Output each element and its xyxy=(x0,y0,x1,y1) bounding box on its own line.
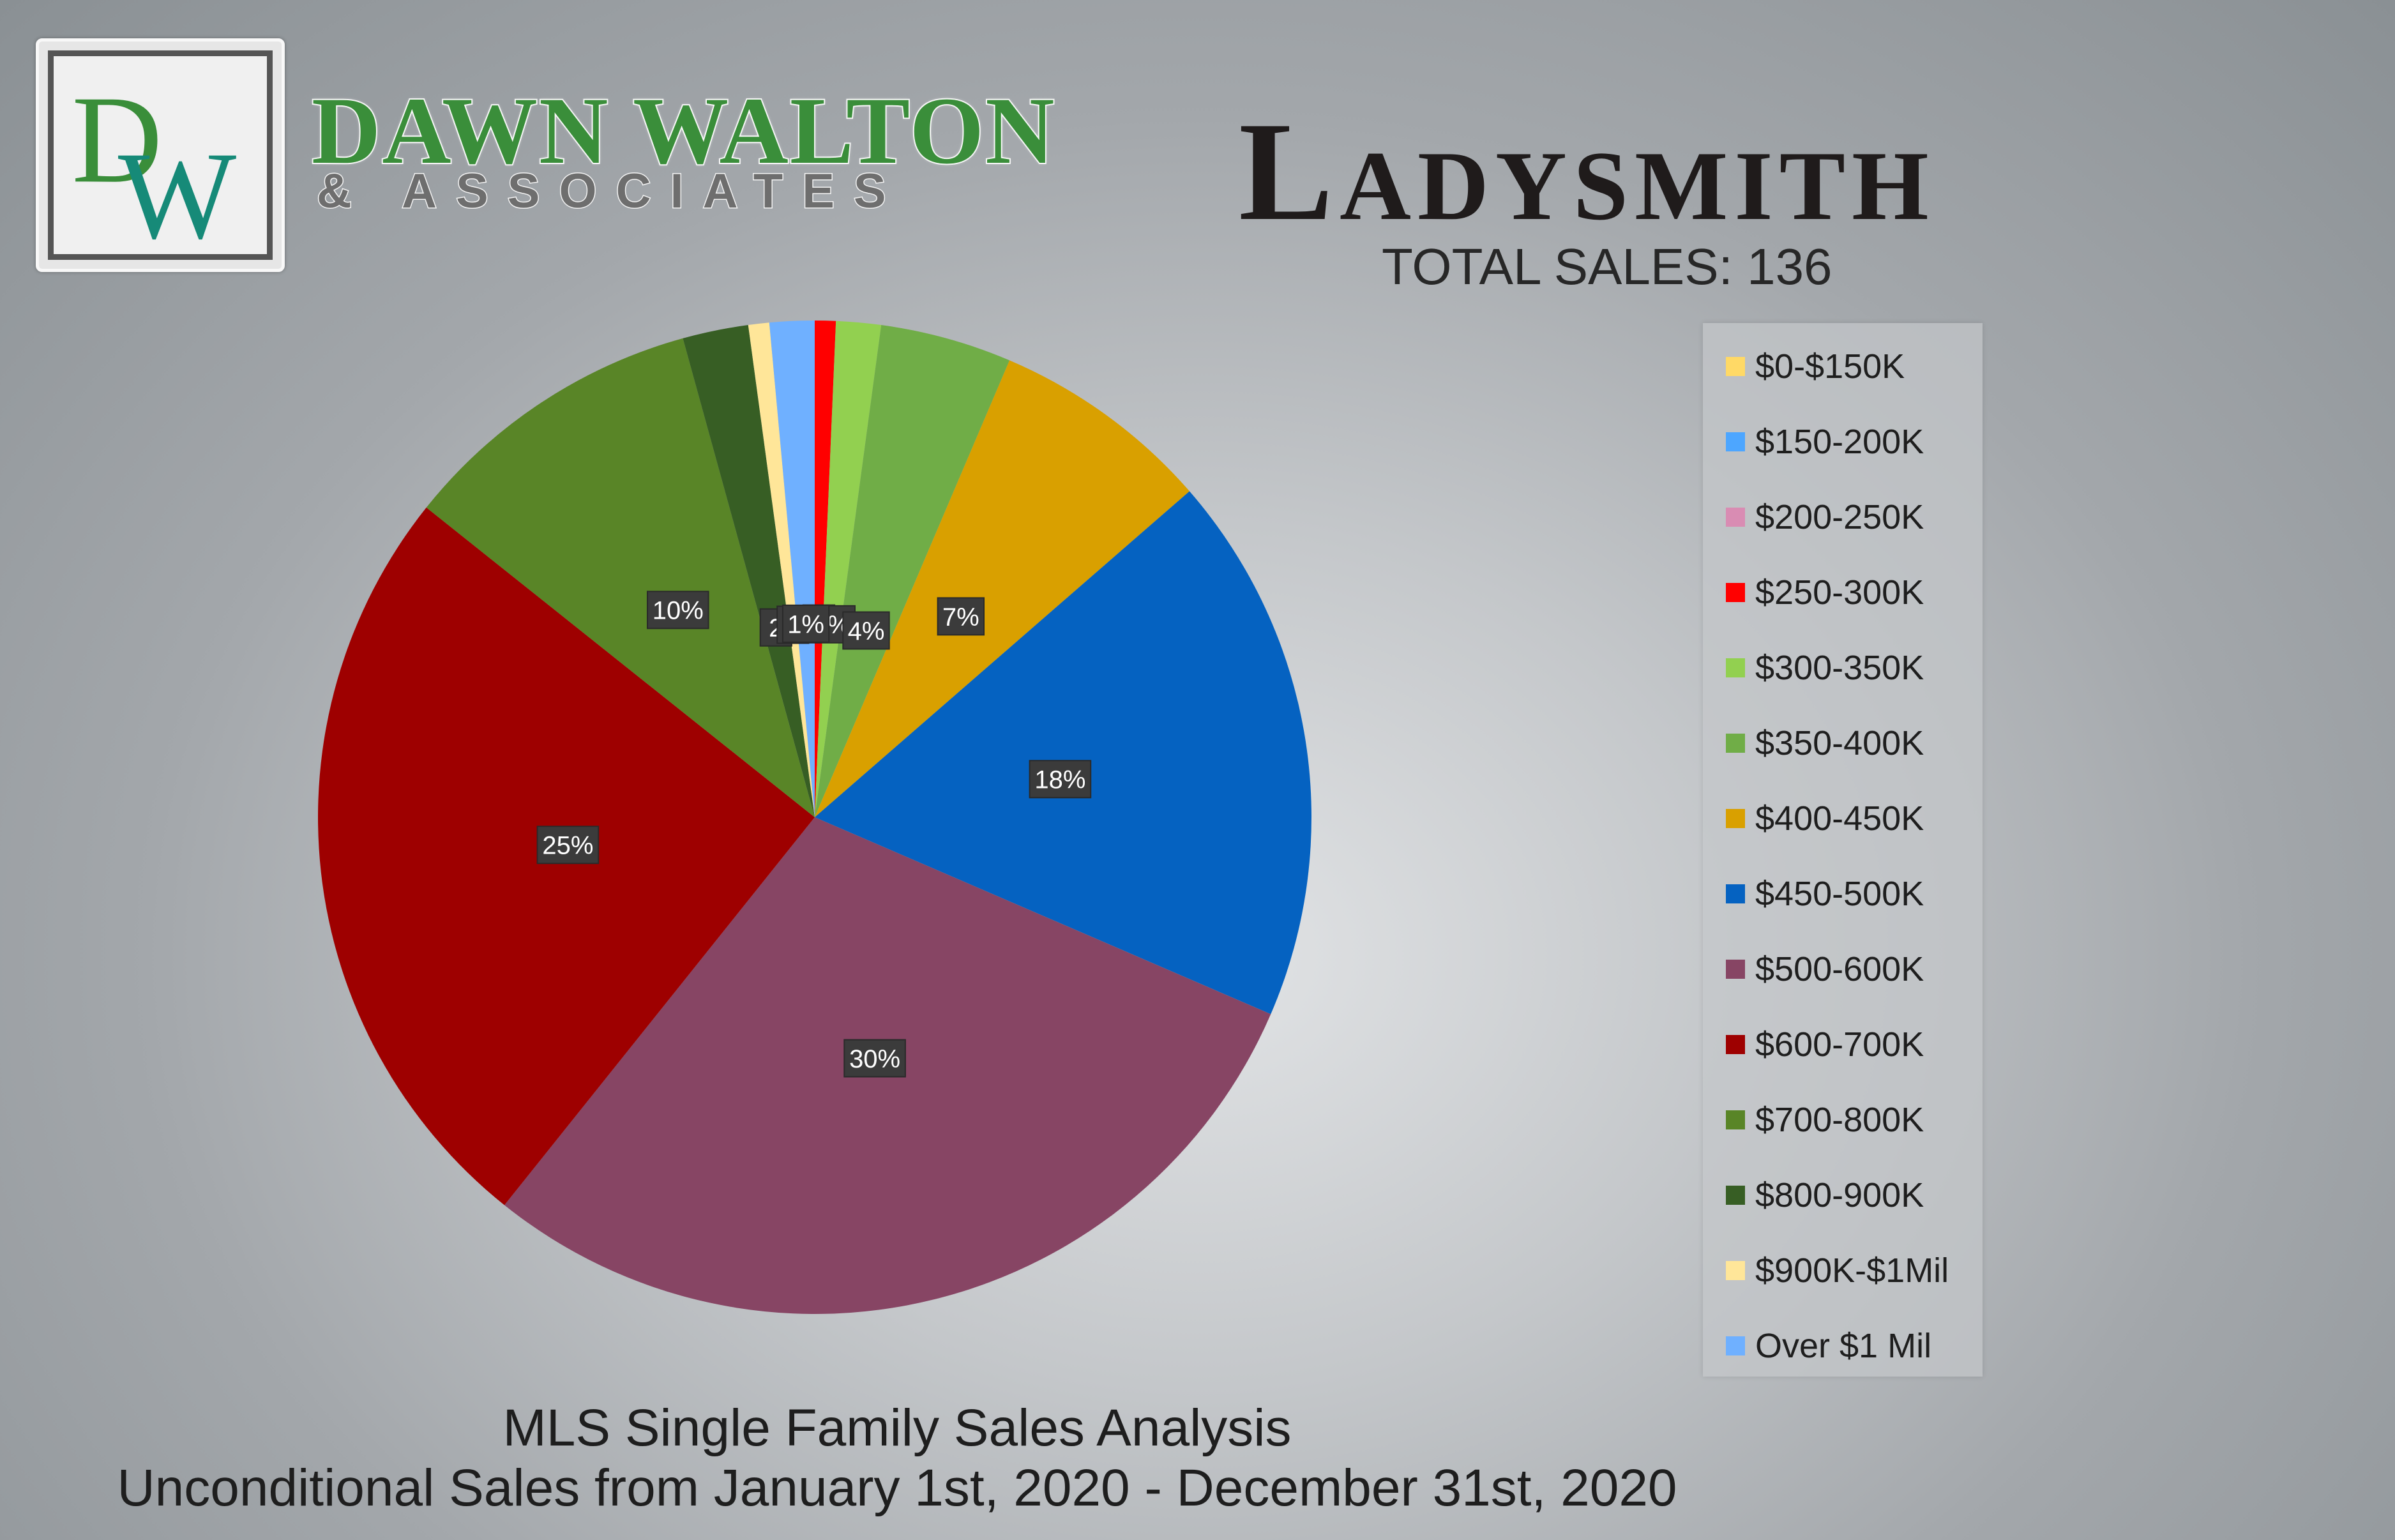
svg-text:25%: 25% xyxy=(542,832,593,860)
legend-label: $0-$150K xyxy=(1755,347,1905,386)
pie-label-500-600k: 30% xyxy=(843,1039,906,1078)
legend-item-800-900k: $800-900K xyxy=(1726,1163,1924,1227)
pie-slice-over-1-mil xyxy=(769,321,815,817)
pie-slice-900k-1mil xyxy=(748,322,815,817)
svg-text:4%: 4% xyxy=(848,617,885,645)
svg-text:7%: 7% xyxy=(942,603,979,631)
legend-label: $800-900K xyxy=(1755,1176,1924,1214)
pie-slice-250-300k xyxy=(815,321,836,817)
logo-frame: D W xyxy=(48,50,273,260)
pie-data-labels: %1%4%7%18%30%25%10%211% xyxy=(536,591,1092,1078)
legend-item-0-150k: $0-$150K xyxy=(1726,335,1905,398)
legend-item-350-400k: $350-400K xyxy=(1726,711,1924,775)
logo-badge: D W xyxy=(36,38,285,272)
svg-text:30%: 30% xyxy=(849,1045,900,1073)
svg-text:10%: 10% xyxy=(653,597,704,625)
legend-item-900k-1mil: $900K-$1Mil xyxy=(1726,1239,1949,1302)
brand-subtitle: & ASSOCIATES xyxy=(316,164,905,218)
dw-monogram-logo: D W xyxy=(72,70,237,254)
legend-swatch xyxy=(1726,1186,1745,1205)
legend-label: $300-350K xyxy=(1755,649,1924,687)
pie-label-600-700k: 25% xyxy=(536,826,600,864)
legend-label: Over $1 Mil xyxy=(1755,1327,1932,1365)
legend-swatch xyxy=(1726,1110,1745,1129)
legend-swatch xyxy=(1726,1035,1745,1054)
legend-item-250-300k: $250-300K xyxy=(1726,561,1924,624)
legend-item-500-600k: $500-600K xyxy=(1726,937,1924,1001)
legend-swatch xyxy=(1726,357,1745,376)
logo-letter-w: W xyxy=(118,126,236,254)
pie-slice-300-350k xyxy=(815,321,882,818)
legend-label: $600-700K xyxy=(1755,1025,1924,1064)
legend-label: $200-250K xyxy=(1755,498,1924,536)
legend-label: $900K-$1Mil xyxy=(1755,1251,1949,1290)
pie-slices xyxy=(318,321,1311,1314)
pie-label-350-400k: 4% xyxy=(842,611,890,650)
legend-item-200-250k: $200-250K xyxy=(1726,485,1924,549)
pie-label-700-800k: 10% xyxy=(647,591,709,630)
legend-item-600-700k: $600-700K xyxy=(1726,1013,1924,1076)
pie-label-over-1-mil: 1% xyxy=(782,604,830,643)
chart-caption-date-range: Unconditional Sales from January 1st, 20… xyxy=(117,1459,1677,1517)
svg-text:1%: 1% xyxy=(787,610,824,638)
pie-slice-400-450k xyxy=(815,360,1190,817)
legend-swatch xyxy=(1726,809,1745,828)
legend-swatch xyxy=(1726,658,1745,677)
legend-swatch xyxy=(1726,734,1745,753)
legend-label: $500-600K xyxy=(1755,950,1924,988)
legend-label: $450-500K xyxy=(1755,875,1924,913)
legend-swatch xyxy=(1726,1261,1745,1280)
legend-item-150-200k: $150-200K xyxy=(1726,410,1924,474)
legend-label: $250-300K xyxy=(1755,573,1924,612)
pie-slice-800-900k xyxy=(683,325,815,817)
legend-item-over-1-mil: Over $1 Mil xyxy=(1726,1314,1931,1378)
legend-swatch xyxy=(1726,432,1745,451)
legend-label: $400-450K xyxy=(1755,799,1924,838)
pie-label-400-450k: 7% xyxy=(937,597,985,636)
chart-caption-title: MLS Single Family Sales Analysis xyxy=(502,1399,1292,1457)
legend-item-700-800k: $700-800K xyxy=(1726,1088,1924,1152)
legend-item-450-500k: $450-500K xyxy=(1726,862,1924,926)
svg-text:18%: 18% xyxy=(1034,766,1085,794)
pie-label-450-500k: 18% xyxy=(1029,760,1092,799)
page-title: Ladysmith xyxy=(1239,93,1935,250)
legend-swatch xyxy=(1726,583,1745,602)
legend-swatch xyxy=(1726,1336,1745,1355)
logo-letter-d: D xyxy=(72,70,163,209)
legend-label: $700-800K xyxy=(1755,1101,1924,1139)
legend-label: $150-200K xyxy=(1755,423,1924,461)
legend-swatch xyxy=(1726,960,1745,979)
total-sales: TOTAL SALES: 136 xyxy=(1382,238,1832,295)
legend-item-300-350k: $300-350K xyxy=(1726,636,1924,700)
legend-swatch xyxy=(1726,884,1745,903)
legend-label: $350-400K xyxy=(1755,724,1924,762)
legend-swatch xyxy=(1726,508,1745,527)
legend-item-400-450k: $400-450K xyxy=(1726,787,1924,850)
brand-name: DAWN WALTON xyxy=(310,78,1056,184)
pie-slice-350-400k xyxy=(815,325,1010,817)
pie-slice-450-500k xyxy=(815,491,1311,1015)
pie-slice-700-800k xyxy=(426,338,815,817)
chart-legend: $0-$150K $150-200K $200-250K $250-300K $300-… xyxy=(1703,323,1983,1377)
